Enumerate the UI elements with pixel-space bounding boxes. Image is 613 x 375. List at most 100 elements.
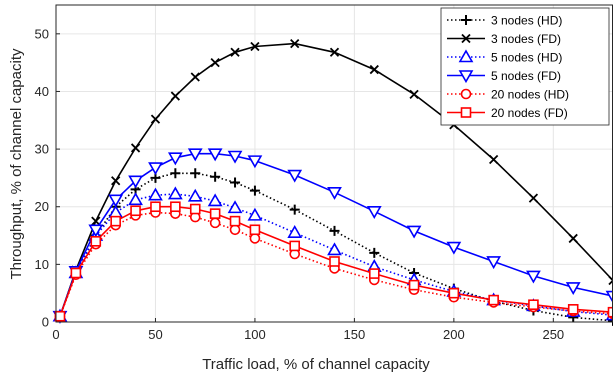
data-point (446, 241, 462, 255)
series-line (59, 152, 613, 317)
x-marker (461, 33, 471, 44)
square-marker (460, 107, 472, 118)
data-point (210, 171, 221, 182)
plus-marker (210, 171, 221, 182)
data-point (128, 192, 143, 206)
data-point (150, 114, 161, 124)
data-point (458, 49, 474, 63)
data-point (605, 290, 613, 304)
y-tick-label: 20 (35, 199, 49, 214)
data-point (607, 306, 613, 318)
triangle-down-marker (227, 150, 243, 164)
data-point (408, 279, 420, 291)
square-marker (229, 215, 241, 227)
plus-marker (369, 247, 380, 258)
x-tick-label: 0 (52, 327, 59, 342)
x-marker (409, 89, 419, 99)
legend-item: 3 nodes (FD) (447, 32, 561, 46)
square-marker (567, 304, 579, 315)
plus-marker (249, 185, 260, 196)
x-tick-label: 100 (244, 327, 266, 342)
data-point (247, 207, 263, 221)
data-point (287, 225, 303, 238)
triangle-down-marker (247, 155, 263, 169)
triangle-down-marker (565, 282, 581, 296)
data-point (210, 58, 220, 68)
square-marker (368, 268, 380, 279)
x-marker (568, 233, 578, 244)
data-point (167, 186, 183, 200)
data-point (528, 299, 539, 311)
data-point (189, 203, 201, 215)
triangle-up-marker (327, 242, 342, 256)
data-point (187, 188, 203, 202)
x-tick-label: 150 (344, 327, 366, 342)
triangle-up-marker (247, 207, 263, 221)
square-marker (488, 294, 499, 306)
square-marker (408, 279, 420, 291)
legend-label: 20 nodes (FD) (491, 106, 568, 120)
triangle-up-marker (167, 186, 183, 200)
legend-item: 20 nodes (FD) (447, 106, 568, 120)
square-marker (189, 203, 201, 215)
square-marker (607, 306, 613, 318)
data-point (111, 176, 121, 186)
legend-label: 5 nodes (HD) (491, 51, 562, 65)
triangle-down-marker (366, 206, 382, 219)
legend-label: 3 nodes (FD) (491, 32, 561, 46)
data-point (90, 236, 102, 247)
y-tick-label: 0 (42, 315, 49, 330)
data-point (130, 143, 141, 153)
square-marker (54, 310, 66, 322)
square-marker (90, 236, 102, 247)
triangle-up-marker (187, 188, 203, 202)
plus-marker (190, 168, 201, 179)
square-marker (110, 215, 121, 227)
legend-box (440, 7, 610, 126)
x-marker (150, 114, 161, 124)
data-point (209, 217, 221, 229)
circle-marker (209, 217, 221, 229)
data-point (608, 275, 613, 286)
data-point (230, 47, 240, 57)
data-point (461, 33, 471, 44)
data-point (565, 282, 581, 296)
circle-marker (460, 88, 472, 100)
data-point (368, 268, 380, 279)
square-marker (448, 287, 460, 299)
x-tick-label: 50 (148, 327, 162, 342)
legend-label: 20 nodes (HD) (491, 88, 569, 102)
legend-item: 5 nodes (FD) (447, 69, 561, 84)
triangle-down-marker (88, 224, 104, 238)
circle-marker (249, 233, 261, 244)
x-marker (528, 193, 539, 203)
data-point (190, 168, 201, 179)
data-point (207, 193, 223, 207)
data-point (327, 187, 342, 200)
x-marker (91, 216, 101, 226)
plus-marker (608, 315, 613, 326)
data-point (290, 38, 300, 49)
triangle-down-marker (327, 187, 342, 200)
x-marker (329, 47, 340, 57)
data-point (458, 70, 474, 84)
square-marker (289, 240, 301, 252)
legend-label: 3 nodes (HD) (491, 14, 562, 28)
data-point (209, 208, 221, 219)
data-point (461, 15, 471, 25)
triangle-up-marker (227, 200, 243, 214)
data-point (91, 216, 101, 226)
data-point (289, 240, 301, 252)
data-point (528, 193, 539, 203)
data-point (170, 201, 181, 213)
data-point (229, 224, 241, 236)
data-point (526, 270, 541, 284)
x-tick-label: 200 (443, 327, 465, 342)
data-point (167, 152, 183, 166)
data-point (187, 148, 203, 162)
triangle-down-marker (406, 225, 422, 239)
data-point (229, 215, 241, 227)
data-series (52, 38, 613, 326)
data-point (170, 168, 181, 179)
